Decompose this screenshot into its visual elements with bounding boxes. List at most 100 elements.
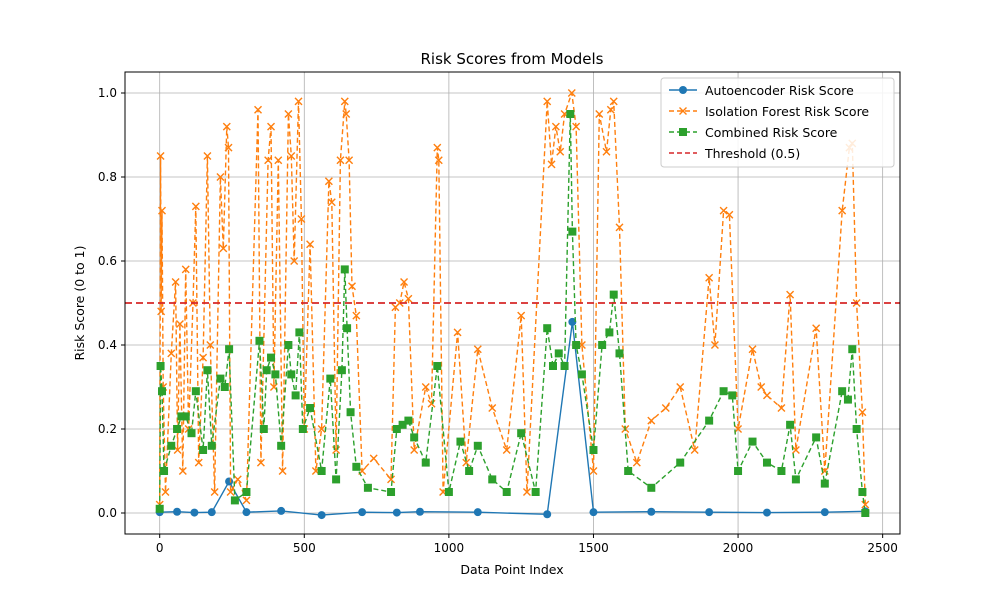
series-0-point-6 bbox=[277, 506, 286, 515]
series-2-point-56 bbox=[554, 349, 563, 358]
series-2-point-17 bbox=[242, 488, 251, 496]
series-2-point-62 bbox=[589, 446, 598, 454]
series-2-point-10 bbox=[199, 446, 208, 454]
series-2-point-64 bbox=[605, 328, 614, 337]
series-1-point-27 bbox=[254, 105, 263, 114]
series-0-point-13 bbox=[568, 317, 577, 326]
series-1-point-97 bbox=[748, 345, 757, 354]
series-1-point-75 bbox=[556, 147, 565, 156]
series-2-point-11 bbox=[203, 366, 212, 375]
series-2-point-30 bbox=[317, 467, 326, 475]
series-2-point-3 bbox=[160, 467, 169, 475]
series-0-point-5 bbox=[242, 508, 251, 517]
series-2-point-63 bbox=[598, 341, 607, 349]
series-0-point-15 bbox=[647, 507, 656, 516]
series-2-point-46 bbox=[444, 488, 453, 496]
series-0-point-17 bbox=[762, 508, 771, 517]
series-1-point-16 bbox=[199, 353, 208, 362]
series-2-point-41 bbox=[398, 420, 407, 429]
legend-marker-combined bbox=[679, 128, 687, 136]
series-1-point-72 bbox=[543, 97, 552, 106]
series-2-point-16 bbox=[230, 496, 239, 505]
series-1-point-69 bbox=[502, 446, 511, 454]
series-1-point-84 bbox=[609, 97, 618, 106]
series-layer bbox=[155, 89, 870, 520]
series-2-point-6 bbox=[177, 412, 186, 421]
series-0-point-18 bbox=[820, 508, 829, 517]
series-1-point-15 bbox=[194, 458, 203, 467]
x-tick-label-2: 1000 bbox=[434, 541, 465, 555]
series-1-point-78 bbox=[572, 122, 581, 131]
series-2-point-69 bbox=[676, 458, 685, 467]
series-1-point-5 bbox=[161, 488, 170, 496]
series-1-point-28 bbox=[256, 458, 265, 467]
series-1-point-85 bbox=[615, 223, 624, 232]
plot-frame bbox=[124, 71, 901, 535]
series-1-point-44 bbox=[327, 198, 336, 207]
series-1-point-8 bbox=[173, 446, 182, 454]
legend: Autoencoder Risk Score Isolation Forest … bbox=[660, 77, 895, 168]
series-2-point-84 bbox=[852, 425, 861, 433]
series-1-point-81 bbox=[595, 110, 604, 118]
series-1-point-87 bbox=[632, 458, 641, 467]
series-2-point-74 bbox=[748, 437, 757, 446]
series-1-point-18 bbox=[206, 341, 215, 349]
series-1-point-1 bbox=[156, 152, 165, 160]
series-2-point-35 bbox=[343, 324, 352, 333]
x-tick-label-1: 500 bbox=[293, 541, 316, 555]
series-1-point-50 bbox=[348, 282, 357, 291]
y-tick-label-2: 0.4 bbox=[98, 338, 117, 352]
series-1-point-32 bbox=[274, 156, 283, 165]
series-2-point-33 bbox=[337, 366, 346, 375]
y-tick-label-1: 0.2 bbox=[98, 422, 117, 436]
series-0-point-8 bbox=[358, 508, 367, 517]
y-axis-label: Risk Score (0 to 1) bbox=[72, 245, 87, 360]
series-2-point-67 bbox=[624, 467, 633, 475]
series-1-point-59 bbox=[410, 446, 419, 454]
series-2-point-47 bbox=[456, 437, 465, 446]
series-1-point-49 bbox=[345, 156, 354, 165]
series-1-point-91 bbox=[690, 446, 699, 454]
legend-entry-combined: Combined Risk Score bbox=[669, 125, 838, 140]
series-1 bbox=[155, 89, 870, 509]
series-2-point-61 bbox=[577, 370, 586, 379]
series-1-point-2 bbox=[157, 307, 166, 316]
series-1-point-68 bbox=[488, 404, 497, 412]
series-line-0 bbox=[159, 321, 866, 516]
series-1-point-14 bbox=[191, 202, 200, 211]
series-1-point-3 bbox=[158, 206, 167, 215]
series-1-point-66 bbox=[462, 458, 471, 467]
series-2-point-20 bbox=[262, 366, 271, 375]
series-1-point-95 bbox=[725, 210, 734, 219]
axis-ticks: 0 500 1000 1500 2000 2500 0.0 0.2 0.4 0.6 0.8 1.0 bbox=[98, 86, 898, 555]
series-1-point-42 bbox=[317, 425, 326, 433]
series-2-point-53 bbox=[531, 488, 540, 496]
series-1-point-80 bbox=[589, 467, 598, 475]
series-2-point-5 bbox=[173, 425, 182, 433]
series-1-point-74 bbox=[551, 122, 560, 131]
series-1-point-37 bbox=[294, 97, 303, 106]
series-1-point-22 bbox=[222, 122, 231, 131]
x-tick-label-5: 2500 bbox=[867, 541, 898, 555]
series-1-point-24 bbox=[226, 488, 235, 496]
series-2-point-77 bbox=[786, 420, 795, 429]
series-2-point-42 bbox=[404, 416, 413, 425]
series-1-point-88 bbox=[647, 416, 656, 425]
series-2-point-7 bbox=[181, 412, 190, 421]
series-2-point-4 bbox=[167, 441, 176, 450]
series-1-point-56 bbox=[395, 299, 404, 307]
series-0-point-16 bbox=[705, 508, 714, 517]
series-1-point-7 bbox=[171, 278, 180, 286]
series-1-point-36 bbox=[290, 257, 299, 265]
series-1-point-54 bbox=[387, 475, 396, 484]
series-2-point-76 bbox=[777, 467, 786, 475]
series-2-point-24 bbox=[284, 341, 293, 349]
series-2-point-2 bbox=[158, 387, 167, 396]
series-1-point-101 bbox=[786, 290, 795, 299]
series-0-point-4 bbox=[225, 477, 234, 486]
series-2-point-86 bbox=[861, 509, 870, 517]
series-1-point-9 bbox=[175, 320, 184, 328]
series-2-point-54 bbox=[543, 324, 552, 333]
series-0 bbox=[155, 317, 870, 520]
series-1-point-53 bbox=[369, 454, 378, 463]
